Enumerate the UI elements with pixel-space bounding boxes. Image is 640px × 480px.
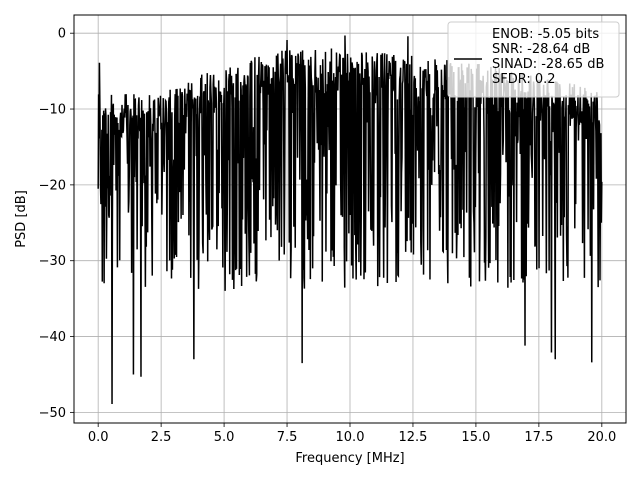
- x-tick-label: 2.5: [151, 430, 172, 445]
- y-tick-label: −40: [39, 330, 66, 345]
- x-axis-label: Frequency [MHz]: [295, 451, 404, 466]
- legend-box: [447, 21, 620, 98]
- legend: ENOB: -5.05 bits SNR: -28.64 dB SINAD: -28…: [447, 21, 620, 98]
- x-tick-label: 5.0: [214, 430, 235, 445]
- y-tick-label: −10: [39, 103, 66, 118]
- y-ticks: 0 −10 −20 −30 −40 −50: [39, 27, 74, 421]
- y-tick-label: 0: [58, 27, 66, 42]
- x-tick-label: 0.0: [88, 430, 109, 445]
- x-tick-label: 12.5: [398, 430, 427, 445]
- series-group: [97, 35, 603, 405]
- y-tick-label: −20: [39, 178, 66, 193]
- x-tick-label: 20.0: [587, 430, 616, 445]
- x-ticks: 0.0 2.5 5.0 7.5 10.0 12.5 15.0 17.5 20.0: [88, 423, 616, 445]
- x-tick-label: 7.5: [277, 430, 298, 445]
- x-tick-label: 10.0: [336, 430, 365, 445]
- x-tick-label: 15.0: [461, 430, 490, 445]
- psd-series-line: [97, 35, 603, 405]
- x-tick-label: 17.5: [524, 430, 553, 445]
- y-tick-label: −30: [39, 254, 66, 269]
- y-axis-label: PSD [dB]: [14, 190, 29, 248]
- legend-entry: ENOB: -5.05 bits SNR: -28.64 dB SINAD: -28…: [492, 27, 604, 87]
- y-tick-label: −50: [39, 406, 66, 421]
